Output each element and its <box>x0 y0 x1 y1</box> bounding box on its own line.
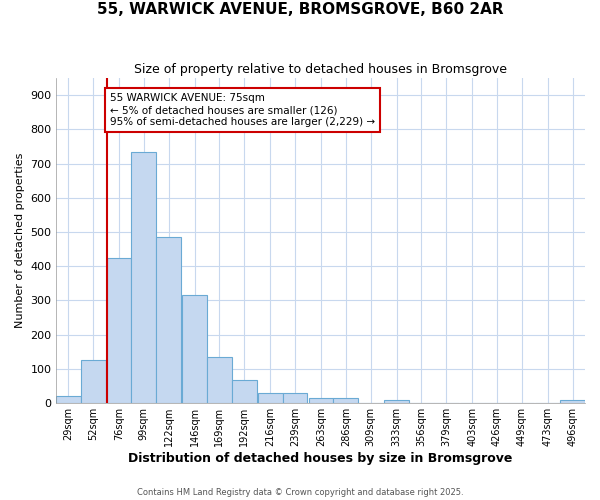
Bar <box>258 392 283 403</box>
Text: 55, WARWICK AVENUE, BROMSGROVE, B60 2AR: 55, WARWICK AVENUE, BROMSGROVE, B60 2AR <box>97 2 503 18</box>
Text: Contains HM Land Registry data © Crown copyright and database right 2025.: Contains HM Land Registry data © Crown c… <box>137 488 463 497</box>
Bar <box>560 400 585 403</box>
Bar <box>207 356 232 403</box>
Bar <box>80 360 106 403</box>
Bar <box>56 396 80 403</box>
Bar <box>283 392 307 403</box>
Bar <box>182 295 207 403</box>
Bar <box>334 398 358 403</box>
Bar <box>156 238 181 403</box>
Y-axis label: Number of detached properties: Number of detached properties <box>15 153 25 328</box>
Bar <box>232 380 257 403</box>
Bar <box>384 400 409 403</box>
Bar <box>308 398 334 403</box>
Bar <box>131 152 156 403</box>
Title: Size of property relative to detached houses in Bromsgrove: Size of property relative to detached ho… <box>134 62 507 76</box>
X-axis label: Distribution of detached houses by size in Bromsgrove: Distribution of detached houses by size … <box>128 452 512 465</box>
Bar <box>107 258 131 403</box>
Text: 55 WARWICK AVENUE: 75sqm
← 5% of detached houses are smaller (126)
95% of semi-d: 55 WARWICK AVENUE: 75sqm ← 5% of detache… <box>110 94 375 126</box>
